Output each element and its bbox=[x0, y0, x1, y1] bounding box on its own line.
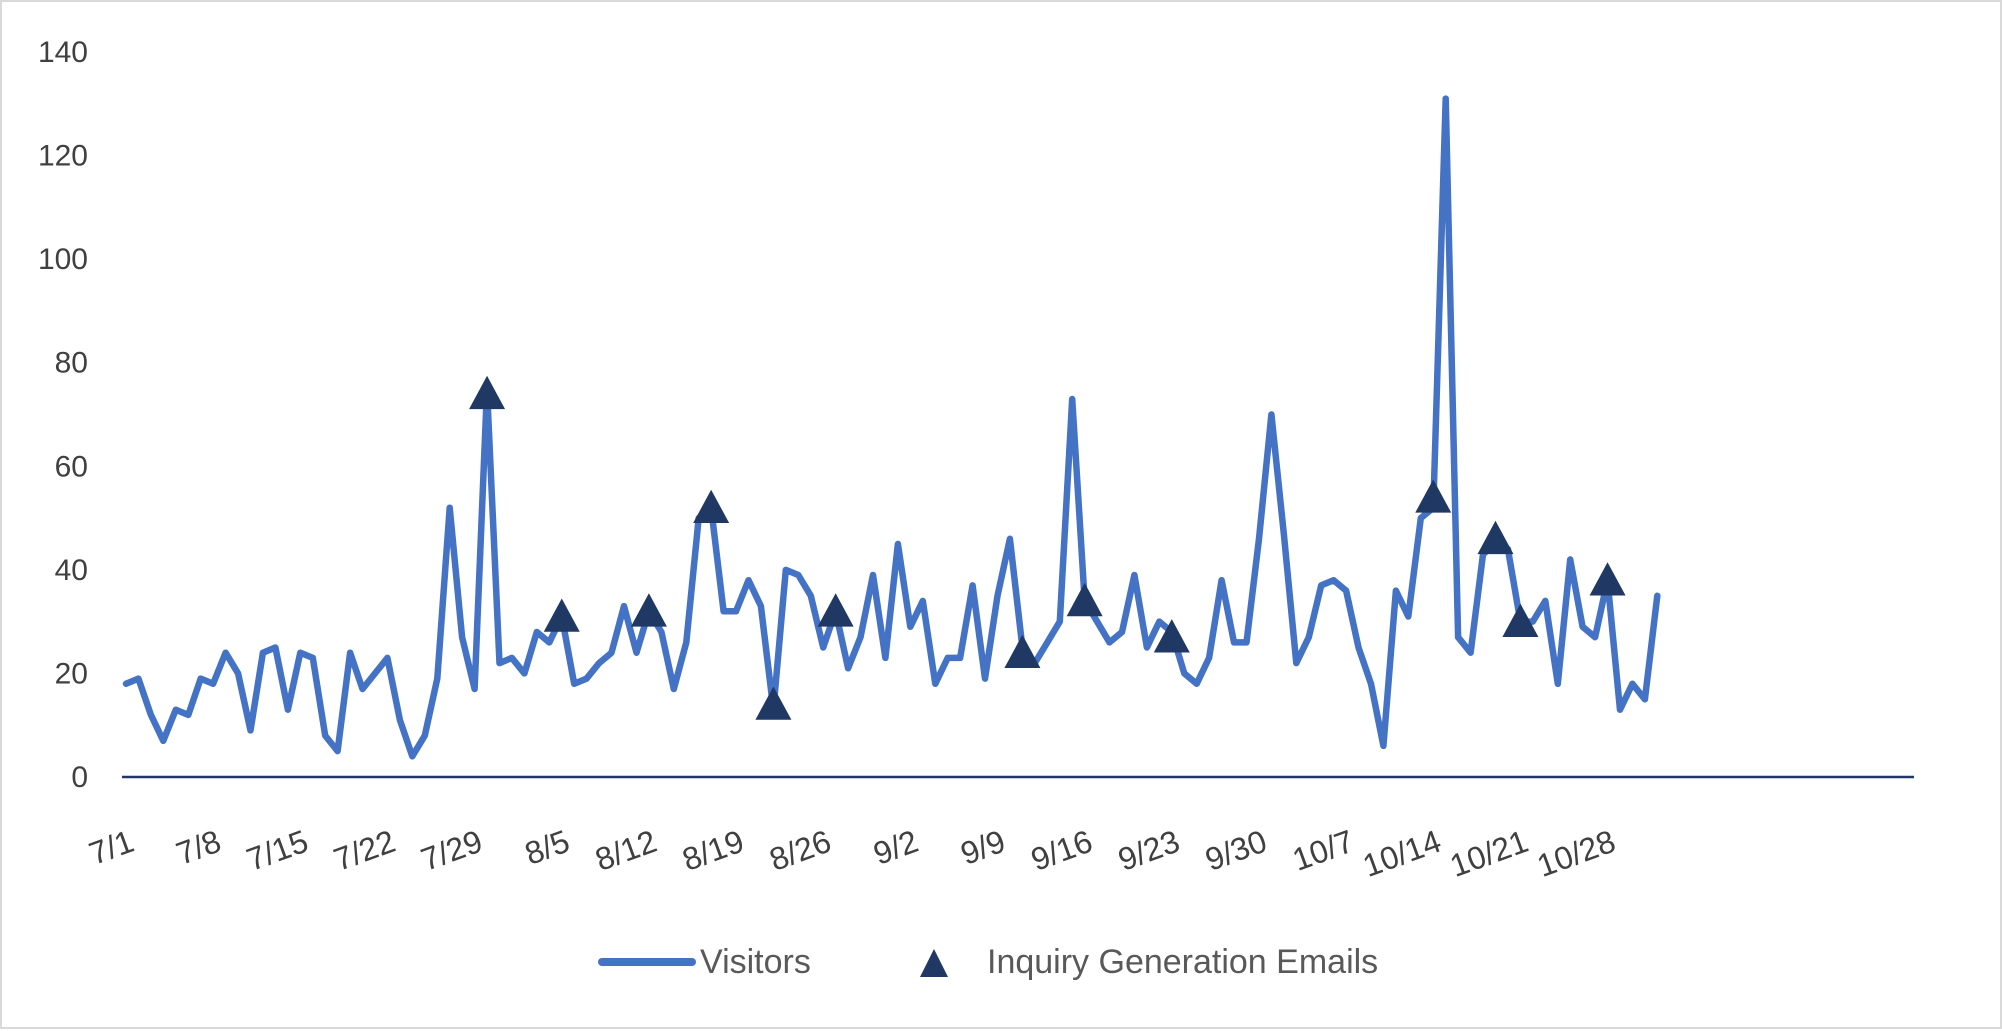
x-tick-label: 7/8 bbox=[171, 823, 225, 872]
x-tick-label: 7/1 bbox=[84, 823, 138, 872]
y-tick-label: 40 bbox=[55, 554, 88, 587]
x-tick-label: 10/21 bbox=[1445, 823, 1533, 884]
legend-label-emails: Inquiry Generation Emails bbox=[987, 943, 1378, 981]
email-marker bbox=[817, 593, 854, 627]
x-tick-label: 7/22 bbox=[329, 823, 400, 878]
email-marker bbox=[1589, 562, 1626, 596]
x-tick-label: 9/16 bbox=[1026, 823, 1097, 878]
email-marker bbox=[1502, 603, 1539, 637]
x-tick-label: 9/30 bbox=[1201, 823, 1272, 878]
email-marker bbox=[693, 489, 730, 524]
email-marker bbox=[1004, 634, 1041, 669]
x-tick-label: 10/28 bbox=[1532, 823, 1620, 884]
series-layer bbox=[122, 95, 1661, 760]
series-line-visitors bbox=[122, 95, 1661, 760]
x-tick-label: 8/26 bbox=[765, 823, 836, 878]
y-tick-label: 60 bbox=[55, 450, 88, 483]
legend-label-visitors: Visitors bbox=[700, 943, 811, 981]
x-axis-tick-labels: 7/1 7/8 7/15 7/22 7/29 8/5 8/12 8/19 8/26 9/2 9/9 9… bbox=[84, 823, 1620, 884]
email-marker bbox=[755, 686, 792, 720]
y-tick-label: 80 bbox=[55, 347, 88, 380]
x-tick-label: 9/9 bbox=[956, 823, 1010, 872]
x-tick-label: 7/29 bbox=[416, 823, 487, 878]
y-axis-tick-labels: 0 20 40 60 80 100 120 140 bbox=[38, 36, 88, 794]
x-tick-label: 10/14 bbox=[1358, 823, 1446, 884]
email-marker bbox=[1415, 479, 1452, 513]
email-marker bbox=[1477, 520, 1514, 555]
email-marker bbox=[1153, 619, 1190, 653]
x-tick-label: 9/2 bbox=[869, 823, 923, 872]
y-tick-label: 0 bbox=[71, 761, 88, 794]
x-tick-label: 8/5 bbox=[520, 823, 574, 872]
y-tick-label: 20 bbox=[55, 657, 88, 690]
x-tick-label: 10/7 bbox=[1288, 823, 1359, 878]
email-marker bbox=[543, 598, 580, 632]
y-tick-label: 100 bbox=[38, 243, 88, 276]
x-tick-label: 7/15 bbox=[242, 823, 313, 878]
y-tick-label: 120 bbox=[38, 140, 88, 173]
y-tick-label: 140 bbox=[38, 36, 88, 69]
x-tick-label: 9/23 bbox=[1113, 823, 1184, 878]
email-marker bbox=[630, 593, 667, 627]
email-marker bbox=[469, 375, 506, 410]
email-marker bbox=[1066, 582, 1103, 617]
legend: Visitors Inquiry Generation Emails bbox=[598, 943, 1378, 981]
x-tick-label: 8/12 bbox=[590, 823, 661, 878]
legend-swatch-emails bbox=[920, 949, 948, 977]
x-tick-label: 8/19 bbox=[678, 823, 749, 878]
